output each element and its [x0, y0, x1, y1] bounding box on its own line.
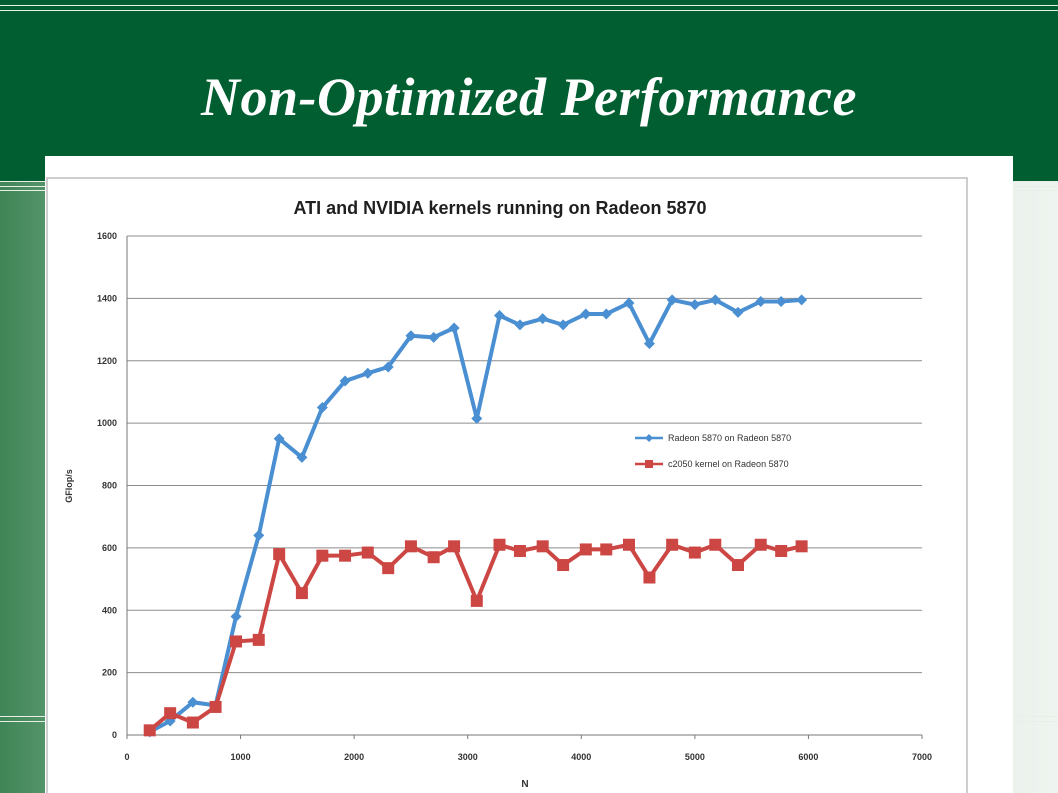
data-point [514, 319, 526, 331]
x-tick-label: 1000 [231, 752, 251, 762]
y-tick-label: 0 [112, 730, 117, 740]
data-point [186, 716, 199, 729]
chart: ATI and NVIDIA kernels running on Radeon… [46, 177, 968, 793]
data-point [795, 540, 808, 553]
data-point [666, 294, 678, 306]
data-point [622, 538, 635, 551]
data-point [689, 299, 701, 311]
data-point [537, 313, 549, 325]
data-point [164, 715, 176, 727]
data-point [775, 544, 788, 557]
data-point [513, 544, 526, 557]
header-rule-top [0, 5, 1058, 6]
series-line [147, 297, 804, 734]
y-tick-label: 1200 [97, 356, 117, 366]
y-tick-label: 1600 [97, 231, 117, 241]
data-point [494, 310, 506, 322]
data-point [253, 529, 265, 541]
data-point [557, 559, 570, 572]
data-point [316, 402, 328, 414]
data-point [775, 295, 787, 307]
data-point [427, 551, 440, 564]
data-point [643, 338, 655, 350]
data-point [339, 549, 352, 562]
y-tick-label: 400 [102, 605, 117, 615]
x-tick-label: 4000 [571, 752, 591, 762]
data-point [230, 635, 243, 648]
y-tick-label: 800 [102, 481, 117, 491]
data-point [666, 538, 679, 551]
data-point [709, 294, 721, 306]
title-bar [0, 0, 1058, 182]
data-point [382, 361, 394, 373]
header-rule-top-2 [0, 10, 1058, 11]
data-point [316, 549, 329, 562]
data-point [362, 367, 374, 379]
data-point [580, 308, 592, 320]
y-tick-label: 200 [102, 668, 117, 678]
slide-title: Non-Optimized Performance [201, 67, 857, 127]
x-tick-label: 0 [124, 752, 129, 762]
data-point [732, 306, 744, 318]
data-point [471, 412, 483, 424]
data-point [273, 548, 286, 561]
data-point [755, 295, 767, 307]
x-tick-label: 2000 [344, 752, 364, 762]
x-tick-label: 7000 [912, 752, 932, 762]
data-point [448, 322, 460, 334]
data-point [557, 319, 569, 331]
x-tick-label: 6000 [798, 752, 818, 762]
data-point [252, 633, 265, 646]
data-point [339, 375, 351, 387]
x-axis-label: N [521, 779, 528, 790]
data-point [688, 546, 701, 559]
data-point [448, 540, 461, 553]
legend-label: Radeon 5870 on Radeon 5870 [668, 433, 791, 443]
data-point [470, 594, 483, 607]
y-tick-label: 600 [102, 543, 117, 553]
data-point [796, 294, 808, 306]
data-point [273, 433, 285, 445]
data-point [600, 308, 612, 320]
data-point [361, 546, 374, 559]
data-point [600, 543, 613, 556]
legend-marker [645, 434, 653, 442]
data-point [536, 540, 549, 553]
data-point [143, 724, 156, 737]
data-point [164, 707, 177, 720]
x-tick-label: 3000 [458, 752, 478, 762]
data-point [382, 562, 395, 575]
data-point [493, 538, 506, 551]
chart-frame [46, 177, 968, 793]
data-point [579, 543, 592, 556]
y-axis-label: GFlop/s [64, 469, 74, 503]
legend-label: c2050 kernel on Radeon 5870 [668, 459, 789, 469]
data-point [428, 331, 440, 343]
data-point [296, 451, 308, 463]
data-point [754, 538, 767, 551]
data-point [732, 559, 745, 572]
chart-panel: ATI and NVIDIA kernels running on Radeon… [45, 156, 1013, 793]
data-point [623, 297, 635, 309]
y-tick-label: 1000 [97, 418, 117, 428]
data-point [295, 587, 308, 600]
x-tick-label: 5000 [685, 752, 705, 762]
data-point [230, 610, 242, 622]
chart-title: ATI and NVIDIA kernels running on Radeon… [293, 198, 706, 218]
data-point [404, 540, 417, 553]
data-point [709, 538, 722, 551]
data-point [643, 571, 656, 584]
legend-marker [645, 460, 653, 468]
data-point [187, 696, 199, 708]
y-tick-label: 1400 [97, 293, 117, 303]
data-point [405, 330, 417, 342]
data-point [209, 700, 222, 713]
